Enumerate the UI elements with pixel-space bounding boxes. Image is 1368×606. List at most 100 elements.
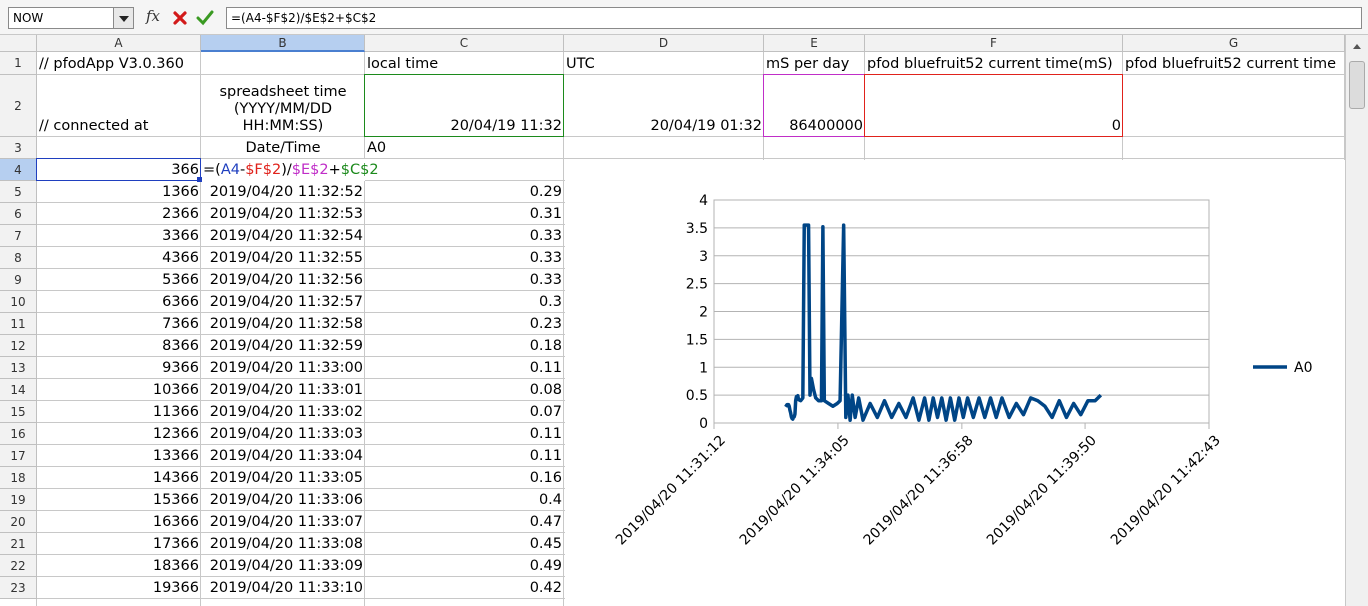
corner-header [0, 35, 37, 52]
cell: Date/Time [245, 140, 321, 156]
chart-background [565, 160, 1345, 606]
cell: 0.45 [529, 536, 562, 552]
cell: 9366 [162, 360, 199, 376]
cell: 0 [1111, 118, 1121, 134]
cell: 2019/04/20 11:33:07 [209, 514, 363, 530]
name-box-dropdown[interactable] [113, 8, 133, 28]
cell: 15366 [152, 492, 199, 508]
data-line [784, 223, 1103, 422]
row-gridline [0, 74, 1345, 75]
column-gridline [563, 52, 564, 606]
cell: 2019/04/20 11:33:09 [209, 558, 363, 574]
cell: // connected at [39, 118, 149, 134]
cell: 2019/04/20 11:33:04 [209, 448, 363, 464]
cell: 13366 [152, 448, 199, 464]
row-header: 21 [0, 533, 37, 555]
cell: 16366 [152, 514, 199, 530]
cell: 20/04/19 01:32 [650, 118, 762, 134]
cell: mS per day [766, 56, 850, 72]
cell: 2019/04/20 11:33:06 [209, 492, 363, 508]
cell: 2019/04/20 11:33:05 [209, 470, 363, 486]
cell: spreadsheet time (YYYY/MM/DD HH:MM:SS) [219, 84, 347, 134]
cell: 7366 [162, 316, 199, 332]
function-wizard-button[interactable]: fx [146, 7, 161, 25]
row-header: 7 [0, 225, 37, 247]
row-header: 8 [0, 247, 37, 269]
reference-border [364, 74, 564, 137]
formula-part: A4 [220, 162, 240, 178]
formula-part: =( [203, 162, 221, 178]
formula-part: )/ [281, 162, 292, 178]
row-header: 18 [0, 467, 37, 489]
cell: 4366 [162, 250, 199, 266]
column-header: G [1123, 35, 1345, 52]
cell: 2019/04/20 11:33:08 [209, 536, 363, 552]
row-header: 17 [0, 445, 37, 467]
dropdown-arrow [119, 16, 129, 22]
cell: 0.29 [529, 184, 562, 200]
cell: 0.4 [538, 492, 562, 508]
cell: 0.07 [529, 404, 562, 420]
row-header: 22 [0, 555, 37, 577]
cell: 2019/04/20 11:33:02 [209, 404, 363, 420]
cell: 2019/04/20 11:32:57 [209, 294, 363, 310]
column-header: B [201, 35, 365, 52]
cell: 0.08 [529, 382, 562, 398]
cell: local time [367, 56, 439, 72]
vertical-scrollbar[interactable] [1345, 35, 1368, 606]
row-header: 1 [0, 52, 37, 75]
y-tick-label: 4 [699, 193, 708, 209]
cell: 2019/04/20 11:32:59 [209, 338, 363, 354]
scroll-thumb[interactable] [1349, 61, 1365, 109]
row-header: 11 [0, 313, 37, 335]
cell: 19366 [152, 580, 199, 596]
cell: 0.31 [529, 206, 562, 222]
cell: 86400000 [789, 118, 863, 134]
row-gridline [0, 158, 1345, 159]
row-header: 20 [0, 511, 37, 533]
cell: 0.47 [529, 514, 562, 530]
cell: 2019/04/20 11:32:54 [209, 228, 363, 244]
row-header: 14 [0, 379, 37, 401]
row-header: 23 [0, 577, 37, 599]
y-tick-label: 0 [699, 416, 708, 432]
cell: 3366 [162, 228, 199, 244]
column-header: C [365, 35, 564, 52]
y-tick-label: 3.5 [686, 221, 708, 237]
y-tick-label: 2 [699, 305, 708, 321]
column-header: E [764, 35, 865, 52]
cell: 0.16 [529, 470, 562, 486]
cell: 0.18 [529, 338, 562, 354]
cell: 17366 [152, 536, 199, 552]
cell: 2019/04/20 11:33:00 [209, 360, 363, 376]
cell: 2019/04/20 11:32:56 [209, 272, 363, 288]
cell: 0.42 [529, 580, 562, 596]
formula-part: + [328, 162, 341, 178]
cell: pfod bluefruit52 current time [1125, 56, 1337, 72]
cell: 0.11 [529, 360, 562, 376]
cell: 5366 [162, 272, 199, 288]
formula-part: $E$2 [291, 162, 329, 178]
fill-handle [197, 177, 202, 182]
cancel-button[interactable] [172, 10, 188, 26]
y-tick-label: 0.5 [686, 388, 708, 404]
cell-cursor [36, 158, 201, 181]
row-gridline [0, 136, 1345, 137]
formula-part: $F$2 [245, 162, 282, 178]
cell: 2019/04/20 11:32:52 [209, 184, 363, 200]
row-header: 12 [0, 335, 37, 357]
accept-button[interactable] [196, 9, 214, 27]
cell: 1366 [162, 184, 199, 200]
cell: pfod bluefruit52 current time(mS) [867, 56, 1113, 72]
y-tick-label: 2.5 [686, 277, 708, 293]
name-box[interactable]: NOW [8, 7, 134, 29]
y-tick-label: 1 [699, 360, 708, 376]
row-header: 5 [0, 181, 37, 203]
cell: 2366 [162, 206, 199, 222]
scroll-up[interactable] [1346, 35, 1368, 95]
cell: 11366 [152, 404, 199, 420]
formula-input[interactable]: =(A4-$F$2)/$E$2+$C$2 [226, 7, 1362, 29]
cell: 0.33 [529, 272, 562, 288]
